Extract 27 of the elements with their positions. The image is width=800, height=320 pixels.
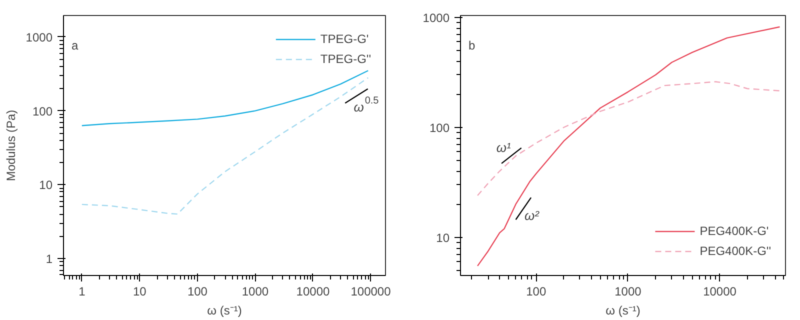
y-tick-label: 100 (32, 104, 53, 118)
x-tick-label: 1000 (614, 284, 642, 298)
x-tick-label: 10 (133, 284, 147, 298)
annotation: ω² (524, 208, 540, 224)
y-tick-label: 1000 (422, 10, 450, 25)
x-tick-label: 100 (187, 284, 208, 298)
legend-label: TPEG-G'' (320, 52, 371, 66)
y-tick-label: 10 (39, 178, 53, 192)
y-tick-label: 10 (436, 230, 450, 245)
x-tick-label: 100 (526, 284, 546, 298)
x-tick-label: 100000 (350, 284, 392, 298)
y-tick-label: 100 (429, 120, 450, 135)
y-tick-label: 1 (46, 252, 53, 266)
annotation: a (72, 38, 78, 52)
legend-label: TPEG-G' (320, 32, 369, 46)
annotation: ω¹ (496, 140, 512, 155)
legend-label: PEG400K-G' (700, 224, 769, 238)
x-tick-label: 1 (78, 284, 86, 298)
annotation: b (468, 38, 476, 52)
x-axis-title: ω (s⁻¹) (207, 304, 242, 318)
y-axis-title: Modulus (Pa) (4, 110, 18, 182)
y-tick-label: 1000 (26, 30, 53, 44)
legend-label: PEG400K-G'' (700, 244, 771, 258)
x-tick-label: 10000 (296, 284, 330, 298)
x-tick-label: 1000 (242, 284, 269, 298)
x-tick-label: 10000 (703, 284, 737, 298)
x-axis-title: ω (s⁻¹) (606, 304, 640, 318)
